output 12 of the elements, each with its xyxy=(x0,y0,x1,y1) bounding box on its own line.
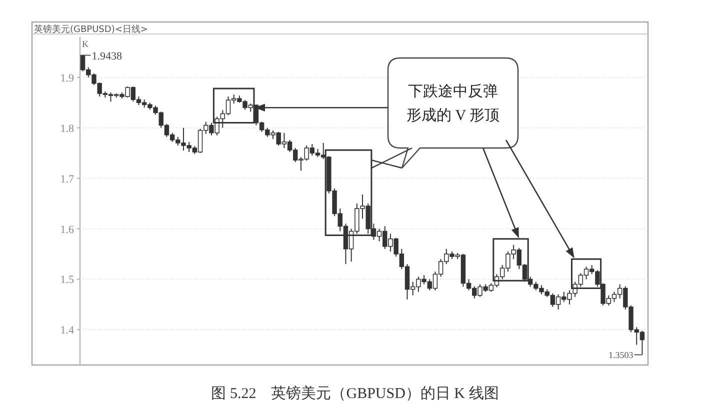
annotation: 1.9438 xyxy=(92,50,123,62)
annotation: K xyxy=(82,39,89,49)
caption: 图 5.22 英镑美元（GBPUSD）的日 K 线图 xyxy=(211,385,499,402)
y-tick-label: 1.5 xyxy=(60,274,74,286)
chart-title: 英镑美元(GBPUSD)<日线> xyxy=(34,24,148,35)
annotation: 1.3503 xyxy=(608,350,634,360)
y-tick-label: 1.4 xyxy=(60,324,74,337)
y-tick-label: 1.9 xyxy=(60,72,74,84)
y-tick-label: 1.8 xyxy=(60,122,74,135)
y-tick-label: 1.7 xyxy=(60,173,74,186)
y-tick-label: 1.6 xyxy=(60,224,74,236)
annotation: 下跌途中反弹形成的 V 形顶 xyxy=(406,83,500,124)
